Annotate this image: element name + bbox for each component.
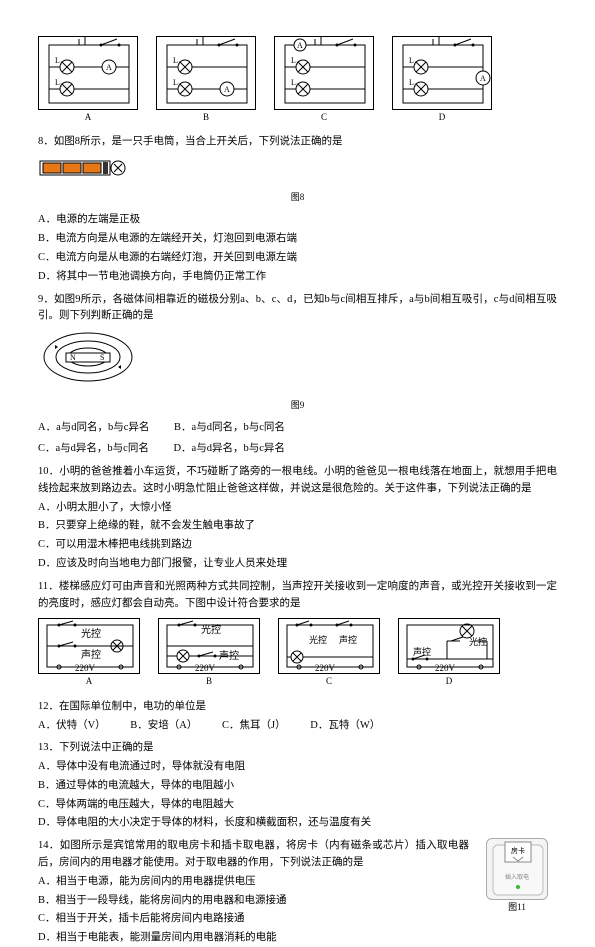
q14: 房卡 插入取电 图11 14．如图所示是宾馆常用的取电房卡和插卡取电器，将房卡（… [38,838,557,947]
svg-text:插入取电: 插入取电 [505,873,529,881]
svg-text:220V: 220V [195,663,216,673]
q8-choice-d: D．将其中一节电池调换方向，手电筒仍正常工作 [38,269,557,286]
q9-choice-b: B．a与d同名，b与c同名 [174,420,285,437]
svg-text:光控: 光控 [201,623,221,636]
q10-choice-c: C．可以用湿木棒把电线挑到路边 [38,537,557,554]
svg-text:L₁: L₁ [409,56,417,65]
svg-text:光控: 光控 [81,627,101,640]
q14-stem: 如图所示是宾馆常用的取电房卡和插卡取电器，将房卡（内有磁条或芯片）插入取电器后，… [38,840,469,868]
q8-choice-a: A．电源的左端是正极 [38,212,557,229]
q9-choice-c: C．a与d异名，b与c同名 [38,441,149,458]
q12-stem: 在国际单位制中，电功的单位是 [59,701,206,712]
q9-stem: 如图9所示，各磁体间相靠近的磁极分别a、b、c、d，已知b与c间相互排斥，a与b… [38,294,557,322]
q7-opt-a-label: A [38,110,138,124]
q11-opt-d-label: D [398,674,500,688]
q13-choice-c: C．导体两端的电压越大，导体的电阻越大 [38,797,557,814]
svg-text:光控: 光控 [469,636,487,647]
q12-choice-c: C．焦耳（J） [222,718,286,735]
svg-text:N: N [70,353,76,362]
q7-option-d: L₁ L₂ A D [392,36,492,124]
q11-opt-c-label: C [278,674,380,688]
q8-stem: 如图8所示，是一只手电筒，当合上开关后，下列说法正确的是 [54,136,343,147]
svg-text:L₂: L₂ [291,78,299,87]
svg-text:声控: 声控 [413,646,431,657]
q10-num: 10． [38,466,59,477]
q9-figure: N S 图9 [38,329,557,412]
q12-choice-a: A．伏特（V） [38,718,106,735]
q9-num: 9． [38,294,54,305]
q9-fig-label: 图9 [38,398,557,412]
svg-text:声控: 声控 [81,648,101,661]
svg-text:L₁: L₁ [291,56,299,65]
q11-option-c: 光控 声控 220V C [278,618,380,688]
q10-choice-b: B．只要穿上绝缘的鞋，就不会发生触电事故了 [38,518,557,535]
q13-choice-a: A．导体中没有电流通过时，导体就没有电阻 [38,759,557,776]
q12: 12．在国际单位制中，电功的单位是 A．伏特（V） B．安培（A） C．焦耳（J… [38,699,557,735]
svg-text:A: A [480,74,486,83]
q8: 8．如图8所示，是一只手电筒，当合上开关后，下列说法正确的是 图8 A．电源的左… [38,134,557,285]
q9-choice-a: A．a与d同名，b与c异名 [38,420,149,437]
q14-fig-label: 图11 [477,900,557,914]
svg-text:房卡: 房卡 [511,846,525,855]
q13-num: 13． [38,742,59,753]
q11-option-a: 光控 声控 220V A [38,618,140,688]
svg-text:220V: 220V [315,663,336,673]
q7-opt-d-label: D [392,110,492,124]
q13-choice-d: D．导体电阻的大小决定于导体的材料，长度和横截面积，还与温度有关 [38,815,557,832]
q12-choice-d: D．瓦特（W） [310,718,380,735]
q10: 10．小明的爸爸推着小车运货，不巧碰断了路旁的一根电线。小明的爸爸见一根电线落在… [38,464,557,573]
q7-option-c: A L₁ L₂ C [274,36,374,124]
q10-choice-d: D．应该及时向当地电力部门报警，让专业人员来处理 [38,556,557,573]
q13-choice-b: B．通过导体的电流越大，导体的电阻越小 [38,778,557,795]
svg-text:L₁: L₁ [173,56,181,65]
q14-choice-d: D．相当于电能表，能测量房间内用电器消耗的电能 [38,930,557,947]
q9-choice-d: D．a与d异名，b与c异名 [173,441,284,458]
q12-num: 12． [38,701,59,712]
q11: 11．楼梯感应灯可由声音和光照两种方式共同控制，当声控开关接收到一定响度的声音，… [38,579,557,689]
q9: 9．如图9所示，各磁体间相靠近的磁极分别a、b、c、d，已知b与c间相互排斥，a… [38,292,557,458]
q13: 13．下列说法中正确的是 A．导体中没有电流通过时，导体就没有电阻 B．通过导体… [38,740,557,832]
q7-opt-c-label: C [274,110,374,124]
svg-text:A: A [106,63,112,72]
svg-text:220V: 220V [435,663,456,673]
svg-text:220V: 220V [75,663,96,673]
q8-fig-label: 图8 [38,190,557,204]
svg-text:A: A [297,41,303,50]
q13-stem: 下列说法中正确的是 [59,742,154,753]
svg-text:L₁: L₁ [55,56,63,65]
q11-option-d: 光控 声控 220V D [398,618,500,688]
q8-choice-b: B．电流方向是从电源的左端经开关，灯泡回到电源右端 [38,231,557,248]
svg-text:A: A [224,85,230,94]
q11-stem: 楼梯感应灯可由声音和光照两种方式共同控制，当声控开关接收到一定响度的声音，或光控… [38,581,557,609]
q10-choice-a: A．小明太胆小了，大惊小怪 [38,500,557,517]
q8-num: 8． [38,136,54,147]
svg-text:L₂: L₂ [173,78,181,87]
q12-choice-b: B．安培（A） [130,718,197,735]
q11-option-b: 光控 声控 220V B [158,618,260,688]
q7-opt-b-label: B [156,110,256,124]
q8-choice-c: C．电流方向是从电源的右端经灯泡，开关回到电源左端 [38,250,557,267]
q14-figure: 房卡 插入取电 图11 [477,838,557,914]
q7-option-a: L₁ A L₂ A [38,36,138,124]
svg-text:S: S [100,353,104,362]
svg-text:光控: 光控 [309,634,327,645]
q7-option-b: L₁ L₂ A B [156,36,256,124]
svg-text:L₂: L₂ [409,78,417,87]
q11-opt-b-label: B [158,674,260,688]
svg-text:声控: 声控 [339,634,357,645]
q11-circuit-row: 光控 声控 220V A 光控 [38,618,557,688]
q11-opt-a-label: A [38,674,140,688]
svg-text:L₂: L₂ [55,78,63,87]
q11-num: 11． [38,581,59,592]
q7-circuit-row: L₁ A L₂ A L₁ L₂ A [38,36,557,124]
q10-stem: 小明的爸爸推着小车运货，不巧碰断了路旁的一根电线。小明的爸爸见一根电线落在地面上… [38,466,557,494]
q8-figure: 图8 [38,155,557,204]
